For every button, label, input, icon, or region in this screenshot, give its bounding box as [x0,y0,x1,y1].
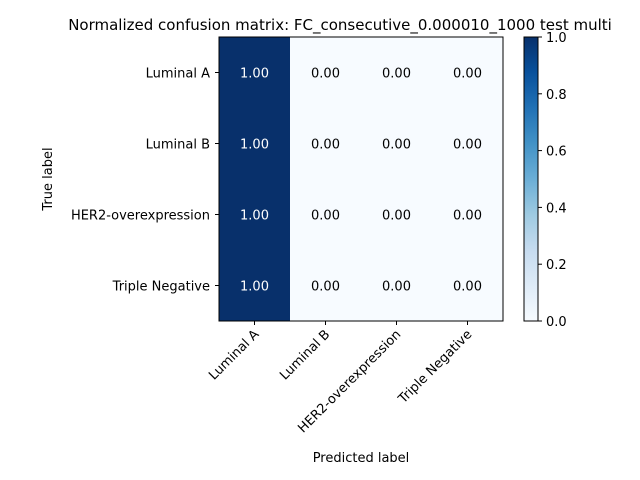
y-tick-label: Luminal B [146,138,210,153]
heatmap-frame [218,36,504,322]
cell-value-label: 0.00 [311,67,340,82]
heatmap-cell [432,108,504,180]
heatmap-cell [290,108,362,180]
cell-value-label: 0.00 [382,67,411,82]
heatmap-cell [361,108,433,180]
cell-value-label: 0.00 [311,138,340,153]
heatmap-cells [219,37,504,322]
x-axis: Luminal A Luminal BHER2-overexpressionTri… [206,321,475,436]
y-axis-label: True label [41,147,56,211]
cell-value-label: 1.00 [240,138,269,153]
chart-title: Normalized confusion matrix: FC_consecut… [68,16,612,35]
cell-value-label: 1.00 [240,280,269,295]
heatmap-cell-labels: 1.00 0.00 0.00 0.00 1.00 0.00 0.00 0.00 1.00 0.00… [240,67,482,295]
heatmap-cell [361,179,433,251]
colorbar-gradient [523,36,539,322]
colorbar-tick-label: 1.0 [546,31,567,46]
x-tick-label: Luminal B [277,327,333,383]
colorbar-ticks: 0.0 0.2 0.4 0.6 0.8 1.0 [538,31,567,330]
x-tick-label: Triple Negative [395,327,475,407]
heatmap-cell [432,37,504,109]
cell-value-label: 0.00 [453,280,482,295]
y-tick-label: HER2-overexpression [71,209,210,224]
colorbar-tick-label: 0.6 [546,145,567,160]
heatmap-cell [219,179,291,251]
colorbar: 0.0 0.2 0.4 0.6 0.8 1.0 [523,31,567,330]
y-axis: Luminal A Luminal B HER2-overexpression Tri… [71,67,219,295]
heatmap-cell [432,250,504,322]
heatmap-cell [432,179,504,251]
x-axis-label: Predicted label [313,451,410,466]
cell-value-label: 0.00 [382,209,411,224]
heatmap-cell [361,37,433,109]
colorbar-tick-label: 0.2 [546,258,567,273]
cell-value-label: 1.00 [240,209,269,224]
cell-value-label: 0.00 [382,280,411,295]
heatmap-cell [219,37,291,109]
cell-value-label: 0.00 [453,67,482,82]
heatmap-cell [290,250,362,322]
cell-value-label: 1.00 [240,67,269,82]
heatmap-cell [361,250,433,322]
x-tick-label: Luminal A [206,327,262,383]
heatmap-cell [290,37,362,109]
y-tick-label: Triple Negative [112,280,210,295]
y-tick-label: Luminal A [146,67,210,82]
cell-value-label: 0.00 [382,138,411,153]
heatmap-cell [219,108,291,180]
heatmap-cell [290,179,362,251]
cell-value-label: 0.00 [311,280,340,295]
colorbar-tick-label: 0.8 [546,88,567,103]
cell-value-label: 0.00 [453,209,482,224]
heatmap-cell [219,250,291,322]
cell-value-label: 0.00 [453,138,482,153]
colorbar-tick-label: 0.4 [546,201,567,216]
colorbar-tick-label: 0.0 [546,315,567,330]
cell-value-label: 0.00 [311,209,340,224]
